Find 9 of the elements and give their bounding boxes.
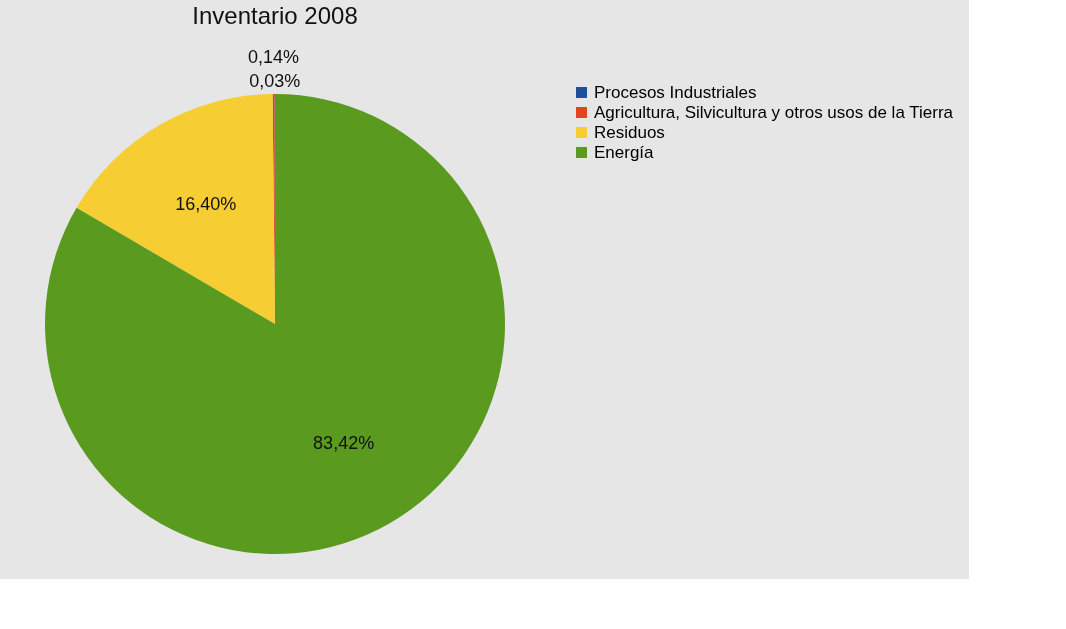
data-label: 0,14% xyxy=(247,47,299,67)
legend-label: Agricultura, Silvicultura y otros usos de la Tierra xyxy=(594,102,954,122)
legend-label: Energía xyxy=(594,142,655,162)
data-label: 16,40% xyxy=(175,193,237,214)
legend-label: Procesos Industriales xyxy=(594,82,757,102)
data-label: 0,03% xyxy=(249,71,301,91)
data-label: 83,42% xyxy=(313,432,375,453)
chart-title: Inventario 2008 xyxy=(192,2,358,29)
legend-label: Residuos xyxy=(594,122,665,142)
